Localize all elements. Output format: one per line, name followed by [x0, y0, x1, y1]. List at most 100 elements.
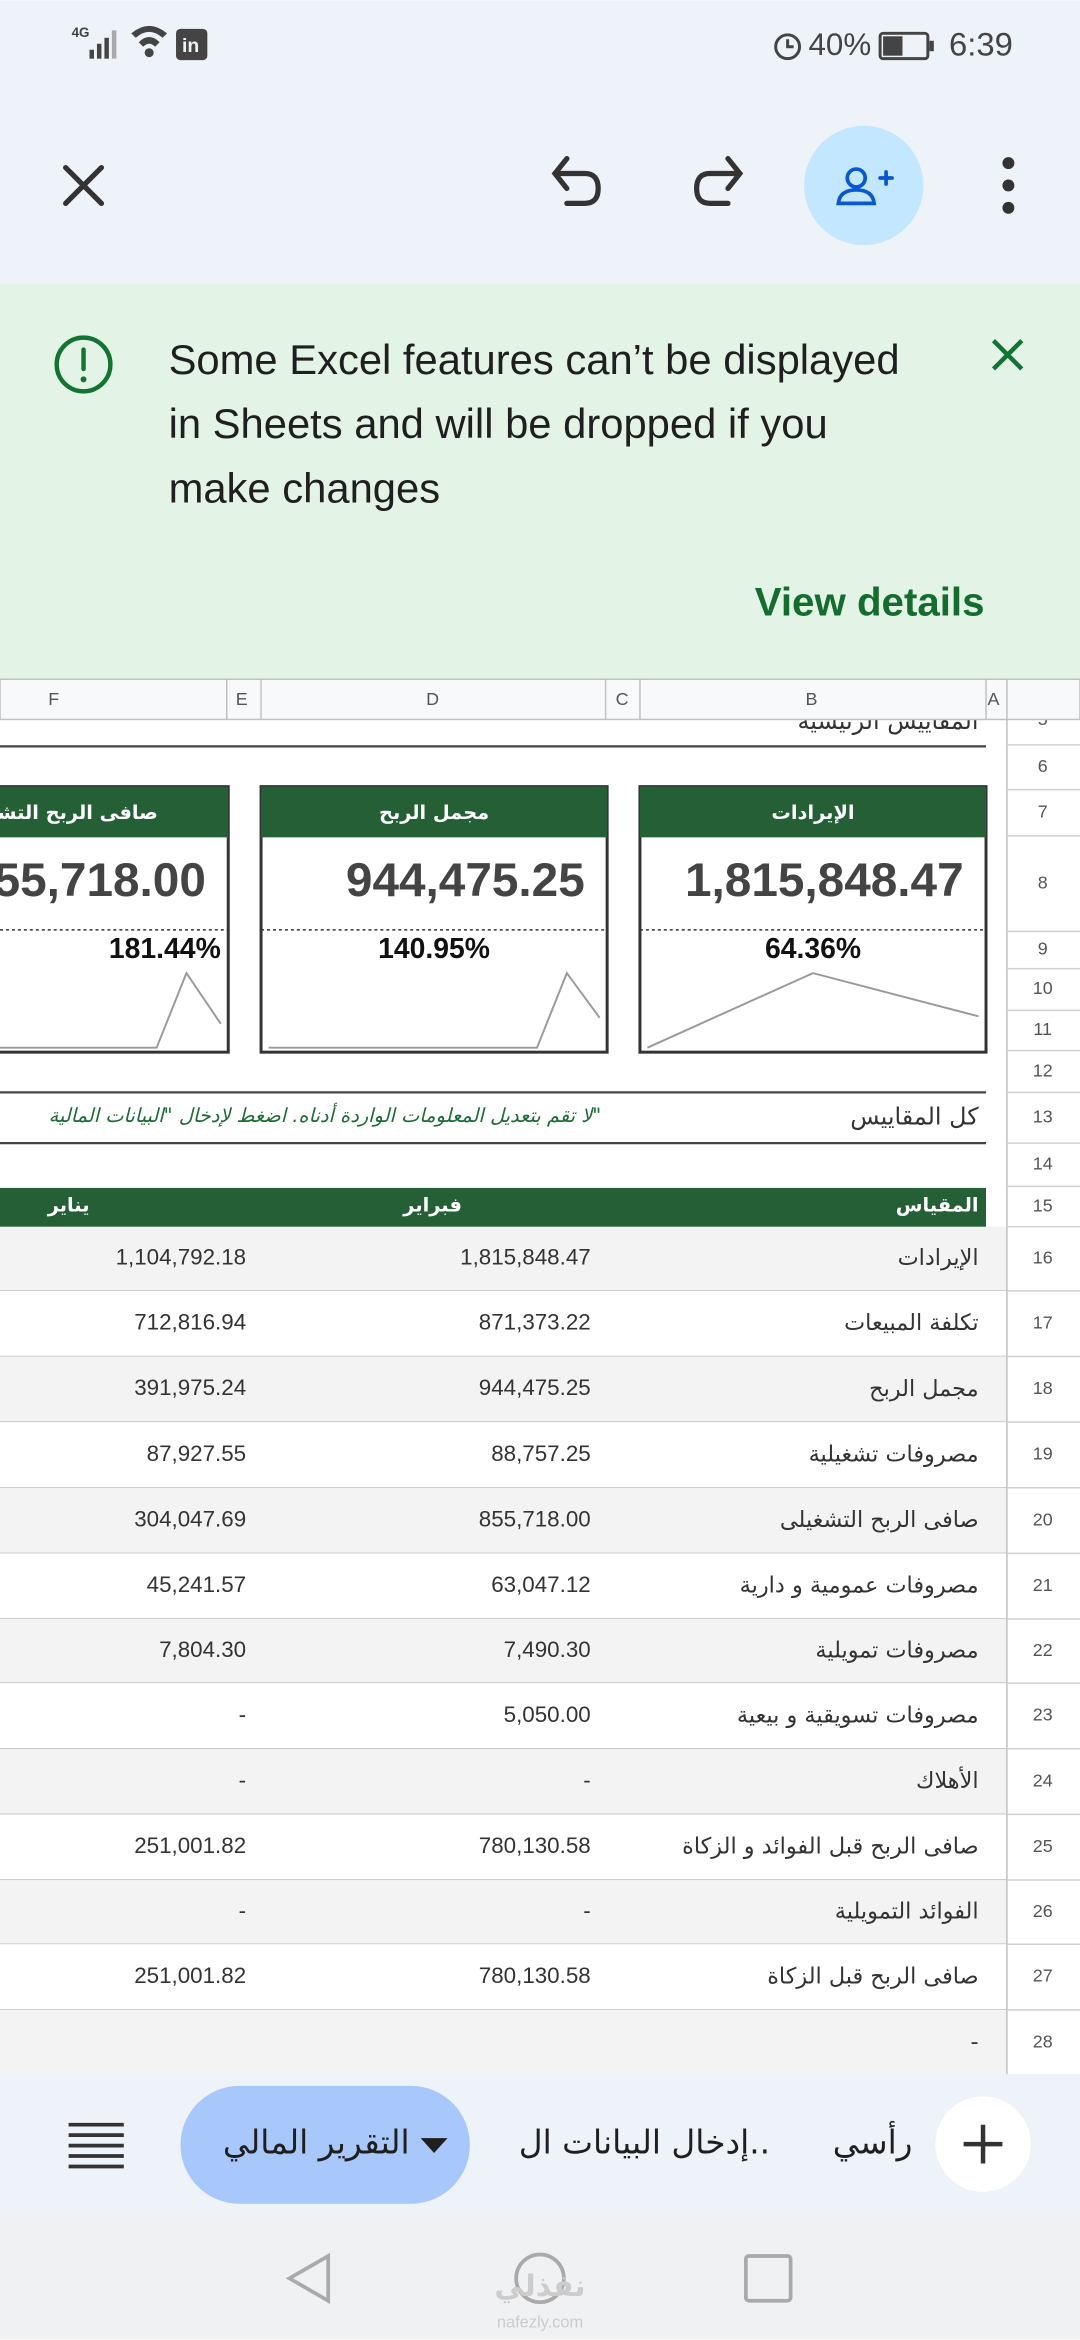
table-header: [0, 1187, 987, 1227]
metric-value: 871,373.22: [479, 1310, 591, 1335]
row-number: 16: [1033, 1247, 1053, 1267]
tab-bar: [0, 2073, 1080, 2218]
table-row: [0, 1553, 1007, 1620]
note: لا تقم بتعديل المعلومات الواردة أدناه. ا…: [49, 1102, 602, 1127]
metric-label: الإيرادات: [898, 1245, 979, 1271]
row-number: 27: [1033, 1966, 1053, 1986]
banner-message: Some Excel features can’t be displayed: [169, 336, 900, 383]
metric-label: مصروفات تمويلية: [815, 1638, 978, 1664]
sheet: الإيرادات 1,815,848.47 1,104,792.18 تكلفة ا…: [0, 707, 1080, 2074]
row-number: 8: [1038, 872, 1048, 892]
recents-button[interactable]: [743, 2254, 793, 2303]
clock: 6:39: [949, 25, 1013, 62]
kpi-card-header: [0, 786, 229, 838]
row-number: 12: [1033, 1060, 1053, 1080]
metric-value: 391,975.24: [134, 1375, 246, 1400]
watermark: nafezly.com: [497, 2313, 583, 2331]
nav-bar: [0, 2217, 1080, 2340]
top-bar: [0, 0, 1080, 284]
sheet-tab[interactable]: إدخال البيانات ال..: [519, 2124, 770, 2163]
metric-label: مجمل الربح: [869, 1376, 978, 1402]
metric-value: 251,001.82: [134, 1833, 246, 1858]
metric-label: صافى الربح التشغيلى: [780, 1507, 979, 1533]
metric-value: 780,130.58: [479, 1963, 591, 1988]
metric-value: 855,718.00: [479, 1506, 591, 1531]
kpi-card-header: [639, 786, 987, 838]
kpi-change: 181.44%: [109, 933, 221, 965]
table-header-cell: المقياس: [896, 1193, 979, 1216]
column-header: [0, 678, 1080, 721]
column-label: F: [48, 689, 59, 709]
table-row: [0, 1356, 1007, 1423]
all-sheets-button[interactable]: [68, 2122, 124, 2169]
table-row: [0, 1944, 1007, 2010]
row-number: 13: [1033, 1107, 1053, 1127]
table-row: [0, 1748, 1007, 1815]
metric-label: تكلفة المبيعات: [844, 1310, 978, 1336]
row-number: 23: [1033, 1705, 1053, 1725]
metric-value: 87,927.55: [147, 1441, 246, 1466]
metric-value: 63,047.12: [491, 1572, 590, 1597]
metric-value: 304,047.69: [134, 1506, 246, 1531]
back-button[interactable]: [285, 2252, 331, 2304]
table-row: [0, 1226, 1007, 1291]
row-number: 28: [1033, 2031, 1053, 2051]
column-label: B: [806, 689, 818, 709]
metric-value: 88,757.25: [491, 1441, 590, 1466]
sparkline: [647, 972, 979, 1049]
row-number: 22: [1033, 1640, 1053, 1660]
undo-button[interactable]: [551, 156, 601, 206]
kpi-value: 855,718.00: [0, 854, 206, 907]
banner: [0, 283, 1080, 680]
more-button[interactable]: [1002, 157, 1015, 214]
column-label: E: [236, 689, 248, 709]
kpi-change: 140.95%: [378, 933, 490, 965]
column-label: A: [988, 689, 1000, 709]
table-row: [0, 1487, 1007, 1554]
metric-value: 7,804.30: [159, 1637, 246, 1662]
metric-value: 251,001.82: [134, 1963, 246, 1988]
view-details[interactable]: View details: [755, 579, 985, 624]
close-button[interactable]: [63, 164, 105, 206]
row-number: 21: [1033, 1575, 1053, 1595]
metric-value: -: [583, 1768, 590, 1793]
row-number: 9: [1038, 939, 1048, 959]
kpi-card-header: [261, 786, 608, 838]
metric-value: -: [239, 1768, 246, 1793]
row-number: 10: [1033, 978, 1053, 998]
sheet-tab[interactable]: رأسي: [833, 2121, 913, 2162]
metric-label: مصروفات تشغيلية: [809, 1441, 979, 1467]
table-row: [0, 1422, 1007, 1488]
table-row: [0, 1880, 1007, 1945]
row-number: 19: [1033, 1444, 1053, 1464]
toolbar: [63, 125, 924, 246]
all-metrics: كل المقاييس: [850, 1102, 979, 1130]
row-number: 24: [1033, 1770, 1053, 1790]
table-row: [0, 1814, 1007, 1881]
sheet-tab[interactable]: التقرير المالي: [223, 2124, 410, 2162]
metric-value: -: [239, 1702, 246, 1727]
metric-value: 5,050.00: [504, 1702, 591, 1727]
row-number: 7: [1038, 801, 1048, 821]
column-label: D: [426, 689, 439, 709]
metric-label: -: [970, 2029, 978, 2055]
metric-value: 780,130.58: [479, 1833, 591, 1858]
table-row: [0, 1683, 1007, 1749]
metric-value: 7,490.30: [504, 1637, 591, 1662]
banner-close[interactable]: [991, 339, 1024, 371]
banner-message: in Sheets and will be dropped if you: [169, 400, 828, 447]
home-button[interactable]: [514, 2252, 566, 2305]
metric-label: صافى الربح قبل الفوائد و الزكاة: [682, 1834, 978, 1860]
metric-label: مصروفات عمومية و دارية: [740, 1573, 979, 1599]
metric-value: 944,475.25: [479, 1375, 591, 1400]
section-title: المقاييس الرئيسية: [798, 707, 979, 735]
redo-button[interactable]: [694, 156, 744, 206]
kpi-title: الإيرادات: [771, 801, 854, 824]
nav-icons: [285, 2252, 793, 2305]
active-tab[interactable]: [180, 2085, 470, 2204]
sparkline: [0, 971, 222, 1049]
table-row: [0, 1290, 1007, 1357]
metric-value: 45,241.57: [147, 1572, 246, 1597]
metric-value: -: [239, 1898, 246, 1923]
